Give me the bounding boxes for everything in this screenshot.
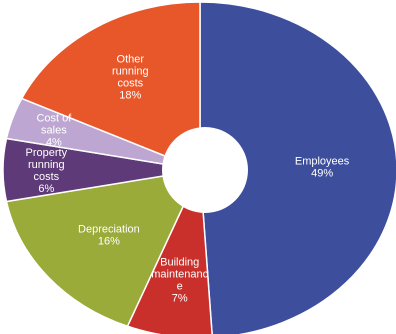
slice-label-line: costs <box>33 171 59 183</box>
slice-label-line: e <box>177 281 183 293</box>
slice-depreciation <box>5 169 202 328</box>
slice-label-depreciation: Depreciation 16% <box>78 223 140 247</box>
labels-layer: Employees 49% Building maintenanc e 7% Depreci… <box>26 53 350 304</box>
donut-hole <box>162 127 248 213</box>
slice-other-running-costs <box>20 1 201 172</box>
slice-label-line: maintenanc <box>151 269 208 281</box>
slice-label-line: 6% <box>38 183 54 195</box>
slice-label-cost-of-sales: Cost of sales 4% <box>36 113 72 149</box>
slice-label-line: 16% <box>98 235 120 247</box>
slice-label-line: Other <box>117 53 145 65</box>
slice-label-line: Property <box>26 147 68 159</box>
slice-label-line: 18% <box>119 89 141 101</box>
slice-employees <box>199 1 396 334</box>
slice-label-line: Employees <box>295 156 350 168</box>
slice-label-line: sales <box>41 125 67 137</box>
slice-label-property-running-costs: Property running costs 6% <box>26 147 68 195</box>
slice-label-line: Cost of <box>36 113 72 125</box>
slice-label-employees: Employees 49% <box>295 156 350 180</box>
slice-label-line: running <box>28 159 65 171</box>
slice-label-line: 7% <box>172 293 188 305</box>
slice-label-line: Depreciation <box>78 223 140 235</box>
slice-label-line: Building <box>160 257 199 269</box>
slice-label-line: 49% <box>311 168 333 180</box>
slice-label-line: costs <box>117 77 143 89</box>
slice-label-building-maintenance: Building maintenanc e 7% <box>151 257 208 305</box>
slice-label-other-running-costs: Other running costs 18% <box>112 53 149 101</box>
slice-label-line: 4% <box>46 137 62 149</box>
slice-label-line: running <box>112 65 149 77</box>
